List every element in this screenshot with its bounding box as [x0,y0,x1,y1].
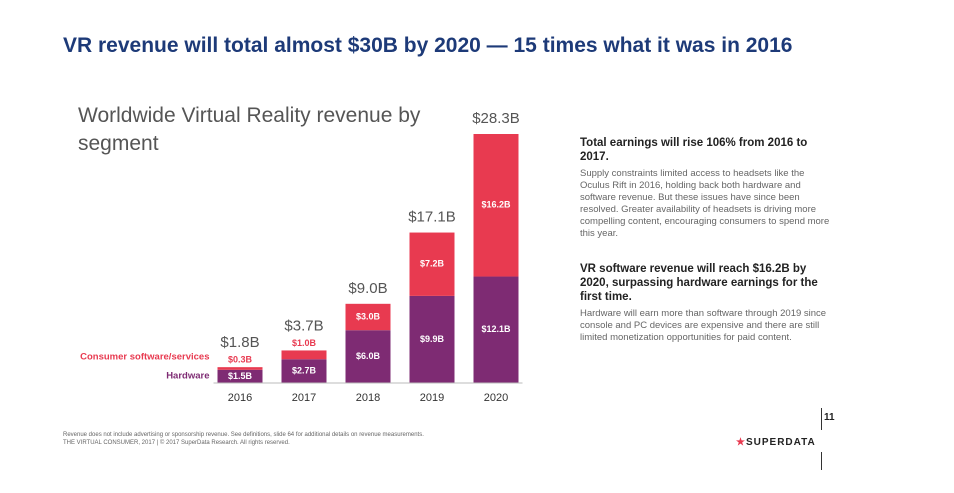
value-label: $3.0B [356,311,381,321]
note-heading: VR software revenue will reach $16.2B by… [580,263,818,303]
bar-segment [281,359,327,383]
legend-label: Hardware [166,371,209,382]
bar-segment [217,369,263,383]
total-label: $9.0B [348,280,387,297]
bar-segment [473,134,519,277]
x-tick-label: 2018 [356,392,380,404]
chart-title: Worldwide Virtual Reality revenue by seg… [78,104,421,155]
note-body: Hardware will earn more than software th… [580,308,827,343]
headline: VR revenue will total almost $30B by 202… [63,34,793,57]
total-label: $28.3B [472,110,520,127]
bar-segment [217,367,263,370]
value-label: $7.2B [420,259,445,269]
bar-segment [345,330,391,383]
total-label: $3.7B [284,317,323,334]
footnote: Revenue does not include advertising or … [63,432,424,438]
logo-star: ★ [736,437,746,448]
note-heading: Total earnings will rise 106% from 2016 … [580,137,808,163]
legend-label: Consumer software/services [80,352,209,363]
page-number: 11 [824,412,835,423]
value-label: $6.0B [356,351,381,361]
bar-segment [409,232,455,296]
bar-segment [281,350,327,360]
x-tick-label: 2016 [228,392,252,404]
total-label: $17.1B [408,209,456,226]
divider [821,408,822,430]
total-label: $1.8B [220,334,259,351]
note-body: Supply constraints limited access to hea… [580,168,830,239]
value-label: $2.7B [292,365,317,375]
bar-segment [409,295,455,383]
side-note: VR software revenue will reach $16.2B by… [580,262,830,344]
value-label: $9.9B [420,334,445,344]
value-label: $1.0B [292,338,317,348]
bar-segment [473,276,519,383]
logo: ★SUPERDATA [736,437,816,448]
x-tick-label: 2019 [420,392,444,404]
value-label: $1.5B [228,371,253,381]
side-note: Total earnings will rise 106% from 2016 … [580,136,830,240]
footnote: THE VIRTUAL CONSUMER, 2017 | © 2017 Supe… [63,440,290,446]
divider [821,452,822,470]
logo-text: SUPERDATA [745,437,816,448]
value-label: $0.3B [228,355,253,365]
bar-segment [345,303,391,331]
x-tick-label: 2017 [292,392,316,404]
x-tick-label: 2020 [484,392,508,404]
value-label: $16.2B [481,200,511,210]
value-label: $12.1B [481,324,511,334]
